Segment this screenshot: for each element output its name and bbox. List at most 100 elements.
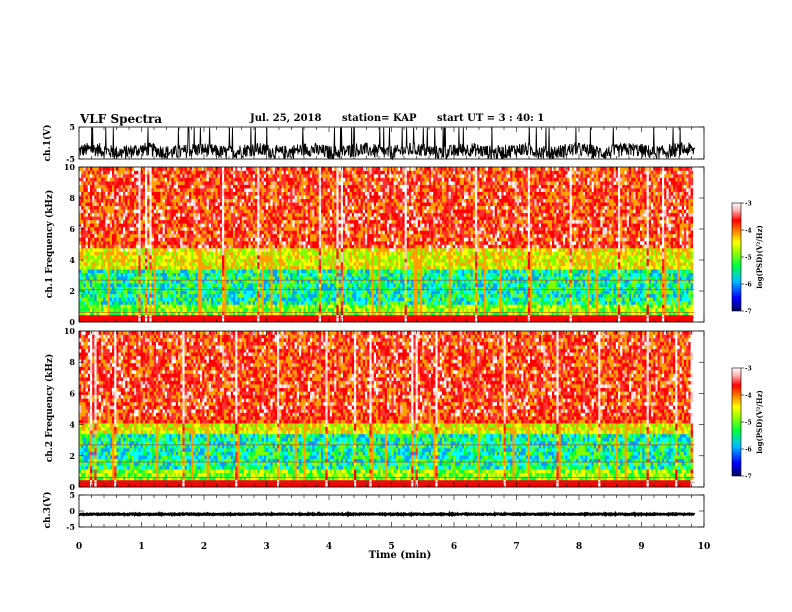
spectrogram-cell [158, 241, 161, 245]
spectrogram-cell [213, 223, 216, 227]
spectrogram-cell [178, 287, 181, 291]
spectrogram-cell [204, 255, 207, 259]
spectrogram-cell [174, 283, 177, 287]
spectrogram-cell [108, 308, 111, 312]
spectrogram-cell [191, 220, 194, 224]
spectrogram-cell [202, 241, 205, 245]
spectrogram-cell [90, 273, 93, 277]
spectrogram-cell [112, 167, 115, 171]
spectrogram-cell [163, 297, 166, 301]
spectrogram-cell [81, 238, 84, 242]
spectrogram-cell [158, 199, 161, 203]
spectrogram-cell [81, 234, 84, 238]
spectrogram-cell [83, 248, 86, 252]
spectrogram-cell [171, 301, 174, 305]
spectrogram-cell [226, 227, 229, 231]
spectrogram-cell [130, 245, 133, 249]
spectrogram-cell [213, 206, 216, 210]
spectrogram-cell [116, 269, 119, 273]
spectrogram-cell [211, 262, 214, 266]
spectrogram-cell [105, 259, 108, 263]
spectrogram-cell [125, 315, 128, 319]
spectrogram-cell [103, 241, 106, 245]
spectrogram-cell [138, 223, 141, 227]
spectrogram-cell [204, 304, 207, 308]
spectrogram-cell [94, 276, 97, 280]
spectrogram-cell [222, 241, 225, 245]
spectrogram-cell [143, 241, 146, 245]
spectrogram-cell [163, 230, 166, 234]
spectrogram-cell [165, 234, 168, 238]
spectrogram-cell [108, 287, 111, 291]
spectrogram-cell [88, 220, 91, 224]
spectrogram-cell [163, 216, 166, 220]
spectrogram-cell [213, 220, 216, 224]
spectrogram-cell [134, 220, 137, 224]
spectrogram-cell [110, 220, 113, 224]
spectrogram-cell [218, 227, 221, 231]
spectrogram-cell [160, 230, 163, 234]
spectrogram-cell [156, 206, 159, 210]
spectrogram-cell [108, 269, 111, 273]
spectrogram-cell [163, 234, 166, 238]
spectrogram-cell [136, 227, 139, 231]
spectrogram-cell [154, 192, 157, 196]
spectrogram-cell [224, 252, 227, 256]
spectrogram-cell [86, 213, 89, 217]
spectrogram-cell [83, 241, 86, 245]
spectrogram-cell [165, 287, 168, 291]
spectrogram-cell [132, 241, 135, 245]
spectrogram-cell [156, 185, 159, 189]
spectrogram-cell [156, 287, 159, 291]
spectrogram-cell [88, 199, 91, 203]
spectrogram-cell [88, 248, 91, 252]
spectrogram-cell [86, 174, 89, 178]
spectrogram-cell [121, 167, 124, 171]
spectrogram-cell [178, 315, 181, 319]
spectrogram-cell [108, 185, 111, 189]
spectrogram-cell [202, 304, 205, 308]
spectrogram-cell [196, 308, 199, 312]
spectrogram-cell [213, 269, 216, 273]
spectrogram-cell [114, 276, 117, 280]
spectrogram-cell [215, 269, 218, 273]
spectrogram-cell [204, 252, 207, 256]
spectrogram-cell [182, 252, 185, 256]
spectrogram-cell [158, 266, 161, 270]
spectrogram-cell [114, 311, 117, 315]
spectrogram-cell [123, 311, 126, 315]
spectrogram-cell [215, 234, 218, 238]
spectrogram-cell [187, 304, 190, 308]
spectrogram-cell [141, 188, 144, 192]
spectrogram-cell [125, 216, 128, 220]
spectrogram-cell [97, 269, 100, 273]
spectrogram-cell [114, 174, 117, 178]
spectrogram-cell [167, 195, 170, 199]
spectrogram-cell [110, 294, 113, 298]
spectrogram-cell [191, 245, 194, 249]
spectrogram-cell [191, 304, 194, 308]
spectrogram-cell [224, 238, 227, 242]
spectrogram-cell [171, 209, 174, 213]
spectrogram-cell [182, 195, 185, 199]
spectrogram-cell [90, 290, 93, 294]
spectrogram-cell [224, 297, 227, 301]
spectrogram-cell [204, 213, 207, 217]
spectrogram-cell [152, 245, 155, 249]
spectrogram-cell [196, 269, 199, 273]
spectrogram-cell [136, 294, 139, 298]
spectrogram-cell [83, 167, 86, 171]
spectrogram-cell [200, 206, 203, 210]
spectrogram-cell [185, 202, 188, 206]
spectrogram-cell [163, 178, 166, 182]
spectrogram-cell [143, 315, 146, 319]
spectrogram-cell [94, 287, 97, 291]
spectrogram-cell [132, 216, 135, 220]
spectrogram-cell [99, 238, 102, 242]
spectrogram-cell [220, 223, 223, 227]
spectrogram-cell [83, 301, 86, 305]
spectrogram-cell [143, 188, 146, 192]
spectrogram-cell [136, 238, 139, 242]
spectrogram-cell [130, 174, 133, 178]
spectrogram-cell [138, 209, 141, 213]
